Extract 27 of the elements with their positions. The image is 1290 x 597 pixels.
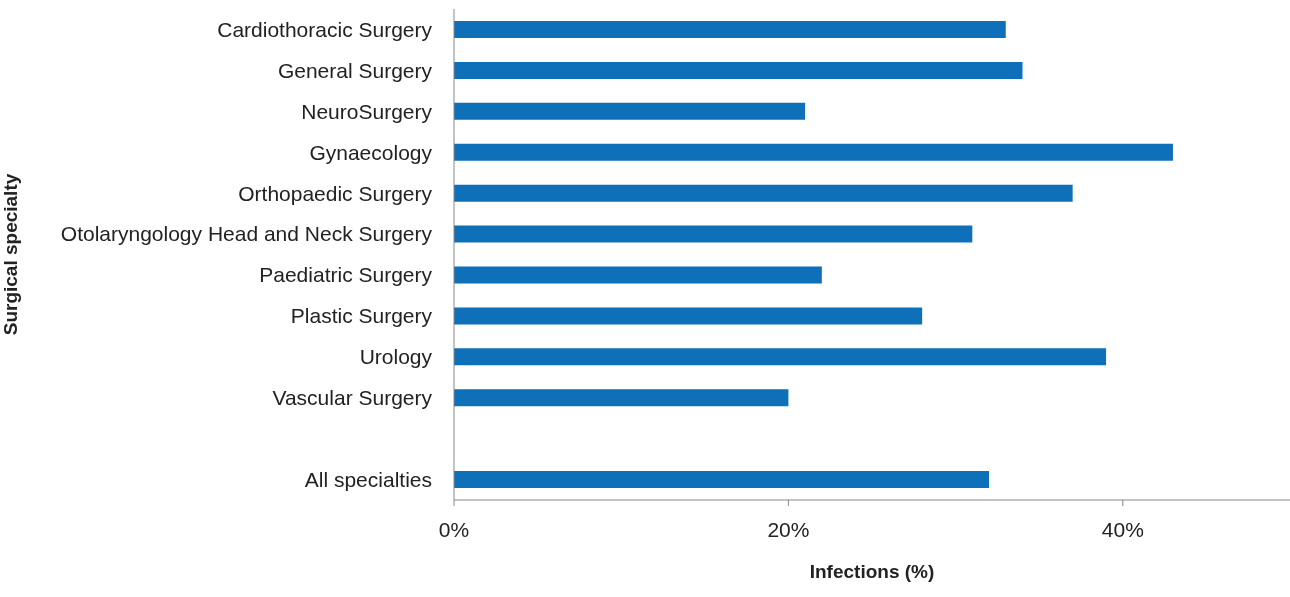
- bar: [454, 471, 990, 489]
- y-tick-label: Otolaryngology Head and Neck Surgery: [60, 222, 433, 246]
- bar: [454, 143, 1173, 161]
- x-tick-label: 0%: [438, 517, 470, 541]
- bar: [454, 266, 822, 284]
- y-tick-label: Gynaecology: [309, 140, 433, 164]
- bar: [454, 389, 789, 407]
- x-axis-title: Infections (%): [809, 561, 935, 582]
- y-tick-label: Paediatric Surgery: [259, 263, 433, 287]
- bar: [454, 307, 923, 325]
- bar: [454, 21, 1006, 38]
- bar: [454, 348, 1107, 366]
- y-tick-label: Orthopaedic Surgery: [238, 181, 433, 205]
- y-tick-label: General Surgery: [277, 58, 433, 82]
- y-tick-label: All specialties: [304, 468, 432, 491]
- bar: [454, 184, 1073, 202]
- x-tick-label: 40%: [1101, 517, 1144, 541]
- bar: [454, 61, 1023, 79]
- x-tick-label: 20%: [767, 517, 810, 541]
- y-tick-label: NeuroSurgery: [301, 99, 433, 123]
- y-tick-label: Plastic Surgery: [290, 304, 433, 328]
- bar: [454, 225, 973, 243]
- y-tick-label: Cardiothoracic Surgery: [217, 17, 433, 41]
- y-tick-label: Vascular Surgery: [272, 386, 433, 410]
- y-tick-label: Urology: [359, 345, 433, 369]
- y-axis-title: Surgical specialty: [0, 173, 21, 336]
- bar: [454, 102, 806, 120]
